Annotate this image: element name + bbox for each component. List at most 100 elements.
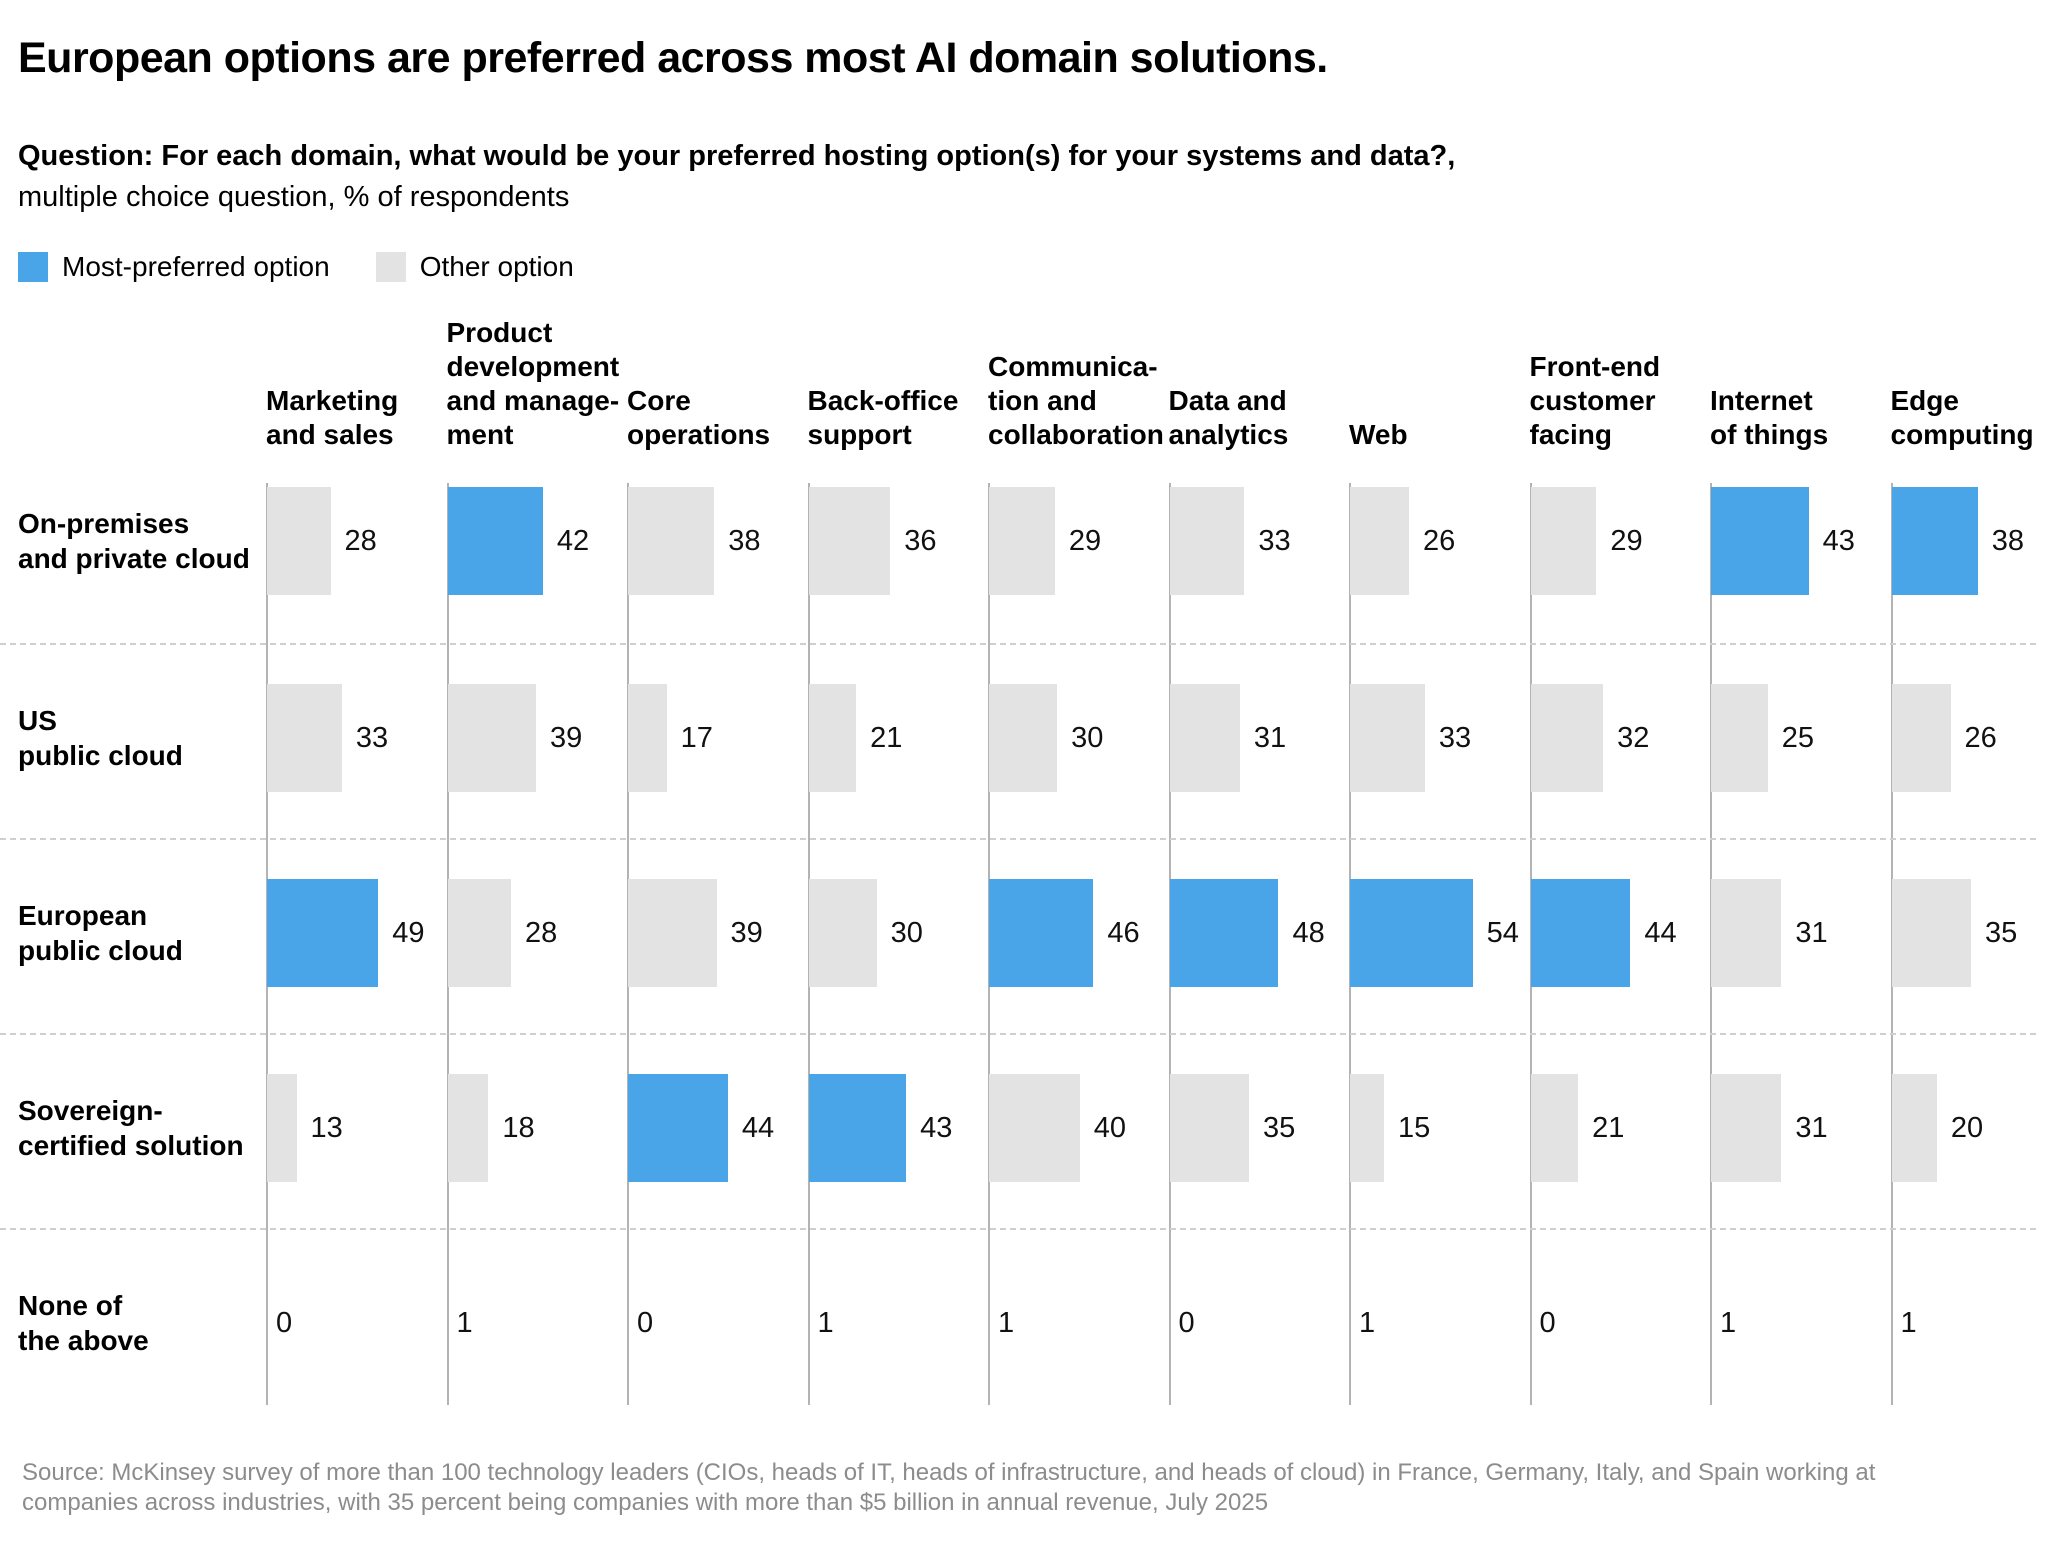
bar-other [267, 684, 342, 792]
bar-value-label: 21 [1592, 1111, 1625, 1144]
bar-cell: 29 [1530, 448, 1710, 643]
bar-value-label: 15 [1398, 1111, 1431, 1144]
bar-other [267, 1074, 297, 1182]
bar-value-label: 36 [904, 524, 937, 557]
bar-cell: 1 [988, 1230, 1168, 1425]
bar-value-label: 40 [1093, 1111, 1127, 1144]
bar-cell: 39 [447, 645, 627, 840]
bar-value-label: 42 [556, 524, 590, 557]
bar-value-label: 48 [1292, 916, 1325, 949]
bar-value-label: 44 [1644, 916, 1677, 949]
bar-other [628, 879, 717, 987]
bar-cell: 0 [266, 1230, 446, 1425]
bar-cell: 0 [627, 1230, 807, 1425]
bar-value-label: 30 [890, 916, 923, 949]
bar-cell: 17 [627, 645, 807, 840]
bar-cell: 40 [988, 1035, 1168, 1230]
bar-value-label: 21 [870, 721, 903, 754]
bar-value-label: 33 [355, 721, 389, 754]
bar-cell: 36 [808, 448, 988, 643]
bar-other [447, 684, 537, 792]
bar-value-label: 26 [1964, 721, 1997, 754]
bar-other [447, 879, 512, 987]
bar-cell: 31 [1169, 645, 1349, 840]
bar-other [628, 684, 667, 792]
bar-value-label: 30 [1071, 721, 1104, 754]
chart-row: Sovereign- certified solution 13 18 44 43 40 3… [0, 1033, 2036, 1228]
bar-most-preferred [1169, 879, 1279, 987]
bar-cell: 28 [447, 840, 627, 1035]
bar-most-preferred [1891, 487, 1978, 595]
bar-other [1530, 1074, 1579, 1182]
bar-value-label: 39 [550, 721, 583, 754]
bar-cell: 1 [808, 1230, 988, 1425]
bar-most-preferred [267, 879, 379, 987]
bar-other [1891, 879, 1971, 987]
row-label: US public cloud [18, 705, 183, 771]
bar-cell: 43 [1710, 448, 1890, 643]
legend-swatch-other-icon [375, 252, 406, 282]
chart-row: None of the above 0 1 0 1 1 0 1 0 1 1 [0, 1228, 2036, 1423]
bar-cell: 54 [1349, 840, 1529, 1035]
bar-other [1350, 684, 1425, 792]
column-header: Internet of things [1710, 385, 1829, 450]
bar-most-preferred [447, 487, 543, 595]
bar-value-label: 32 [1617, 721, 1650, 754]
bar-value-label: 38 [1991, 524, 2025, 557]
bar-cell: 26 [1349, 448, 1529, 643]
bar-most-preferred [1530, 879, 1631, 987]
column-header: Data and analytics [1168, 385, 1289, 450]
question-subtext: multiple choice question, % of responden… [18, 181, 570, 213]
bar-cell: 35 [1891, 840, 2052, 1035]
legend-label-other: Other option [419, 251, 574, 282]
bar-value-label: 54 [1486, 916, 1519, 949]
chart-row: US public cloud 33 39 17 21 30 31 33 32 25 26 [0, 643, 2036, 838]
bar-value-label: 33 [1438, 721, 1472, 754]
bar-cell: 28 [266, 448, 446, 643]
bar-value-label: 0 [276, 1306, 293, 1339]
row-label: On-premises and private cloud [18, 508, 250, 574]
bar-value-label: 0 [1539, 1306, 1556, 1339]
bar-cell: 0 [1169, 1230, 1349, 1425]
bar-cell: 33 [1349, 645, 1529, 840]
bar-most-preferred [1711, 487, 1809, 595]
row-label: European public cloud [18, 900, 183, 966]
bar-cell: 31 [1710, 1035, 1890, 1230]
bar-other [1169, 487, 1245, 595]
bar-value-label: 35 [1984, 916, 2018, 949]
bar-value-label: 28 [525, 916, 558, 949]
bar-value-label: 17 [680, 721, 713, 754]
bar-value-label: 31 [1795, 916, 1828, 949]
row-label: None of the above [18, 1290, 149, 1356]
chart-row: European public cloud 49 28 39 30 46 48 54 44 31 3… [0, 838, 2036, 1033]
bar-other [1169, 684, 1240, 792]
bar-cell: 1 [1710, 1230, 1890, 1425]
column-header: Marketing and sales [266, 385, 399, 450]
bar-other [989, 487, 1055, 595]
bar-cell: 1 [447, 1230, 627, 1425]
bar-cell: 44 [1530, 840, 1710, 1035]
bar-value-label: 49 [392, 916, 425, 949]
bar-value-label: 31 [1253, 721, 1287, 754]
question-block: Question: For each domain, what would be… [18, 136, 1455, 218]
column-header: Product development and manage- ment [446, 317, 620, 450]
chart-row: On-premises and private cloud 28 42 38 36 29 3… [0, 448, 2036, 643]
bar-value-label: 0 [1178, 1306, 1195, 1339]
bar-cell: 0 [1530, 1230, 1710, 1425]
legend-swatch-most-preferred-icon [18, 252, 48, 282]
bar-value-label: 1 [456, 1306, 473, 1339]
bar-other [989, 684, 1058, 792]
bar-cell: 25 [1710, 645, 1890, 840]
column-headers: Marketing and sales Product development a… [0, 300, 2052, 452]
legend-label-most-preferred: Most-preferred option [62, 251, 330, 282]
bar-value-label: 25 [1781, 721, 1815, 754]
legend-item-most-preferred: Most-preferred option [18, 251, 330, 283]
bar-other [1530, 487, 1597, 595]
bar-cell: 38 [1891, 448, 2052, 643]
bar-other [989, 1074, 1080, 1182]
column-header: Edge computing [1890, 385, 2034, 450]
bar-value-label: 0 [637, 1306, 654, 1339]
bar-value-label: 18 [502, 1111, 535, 1144]
bar-value-label: 46 [1107, 916, 1140, 949]
